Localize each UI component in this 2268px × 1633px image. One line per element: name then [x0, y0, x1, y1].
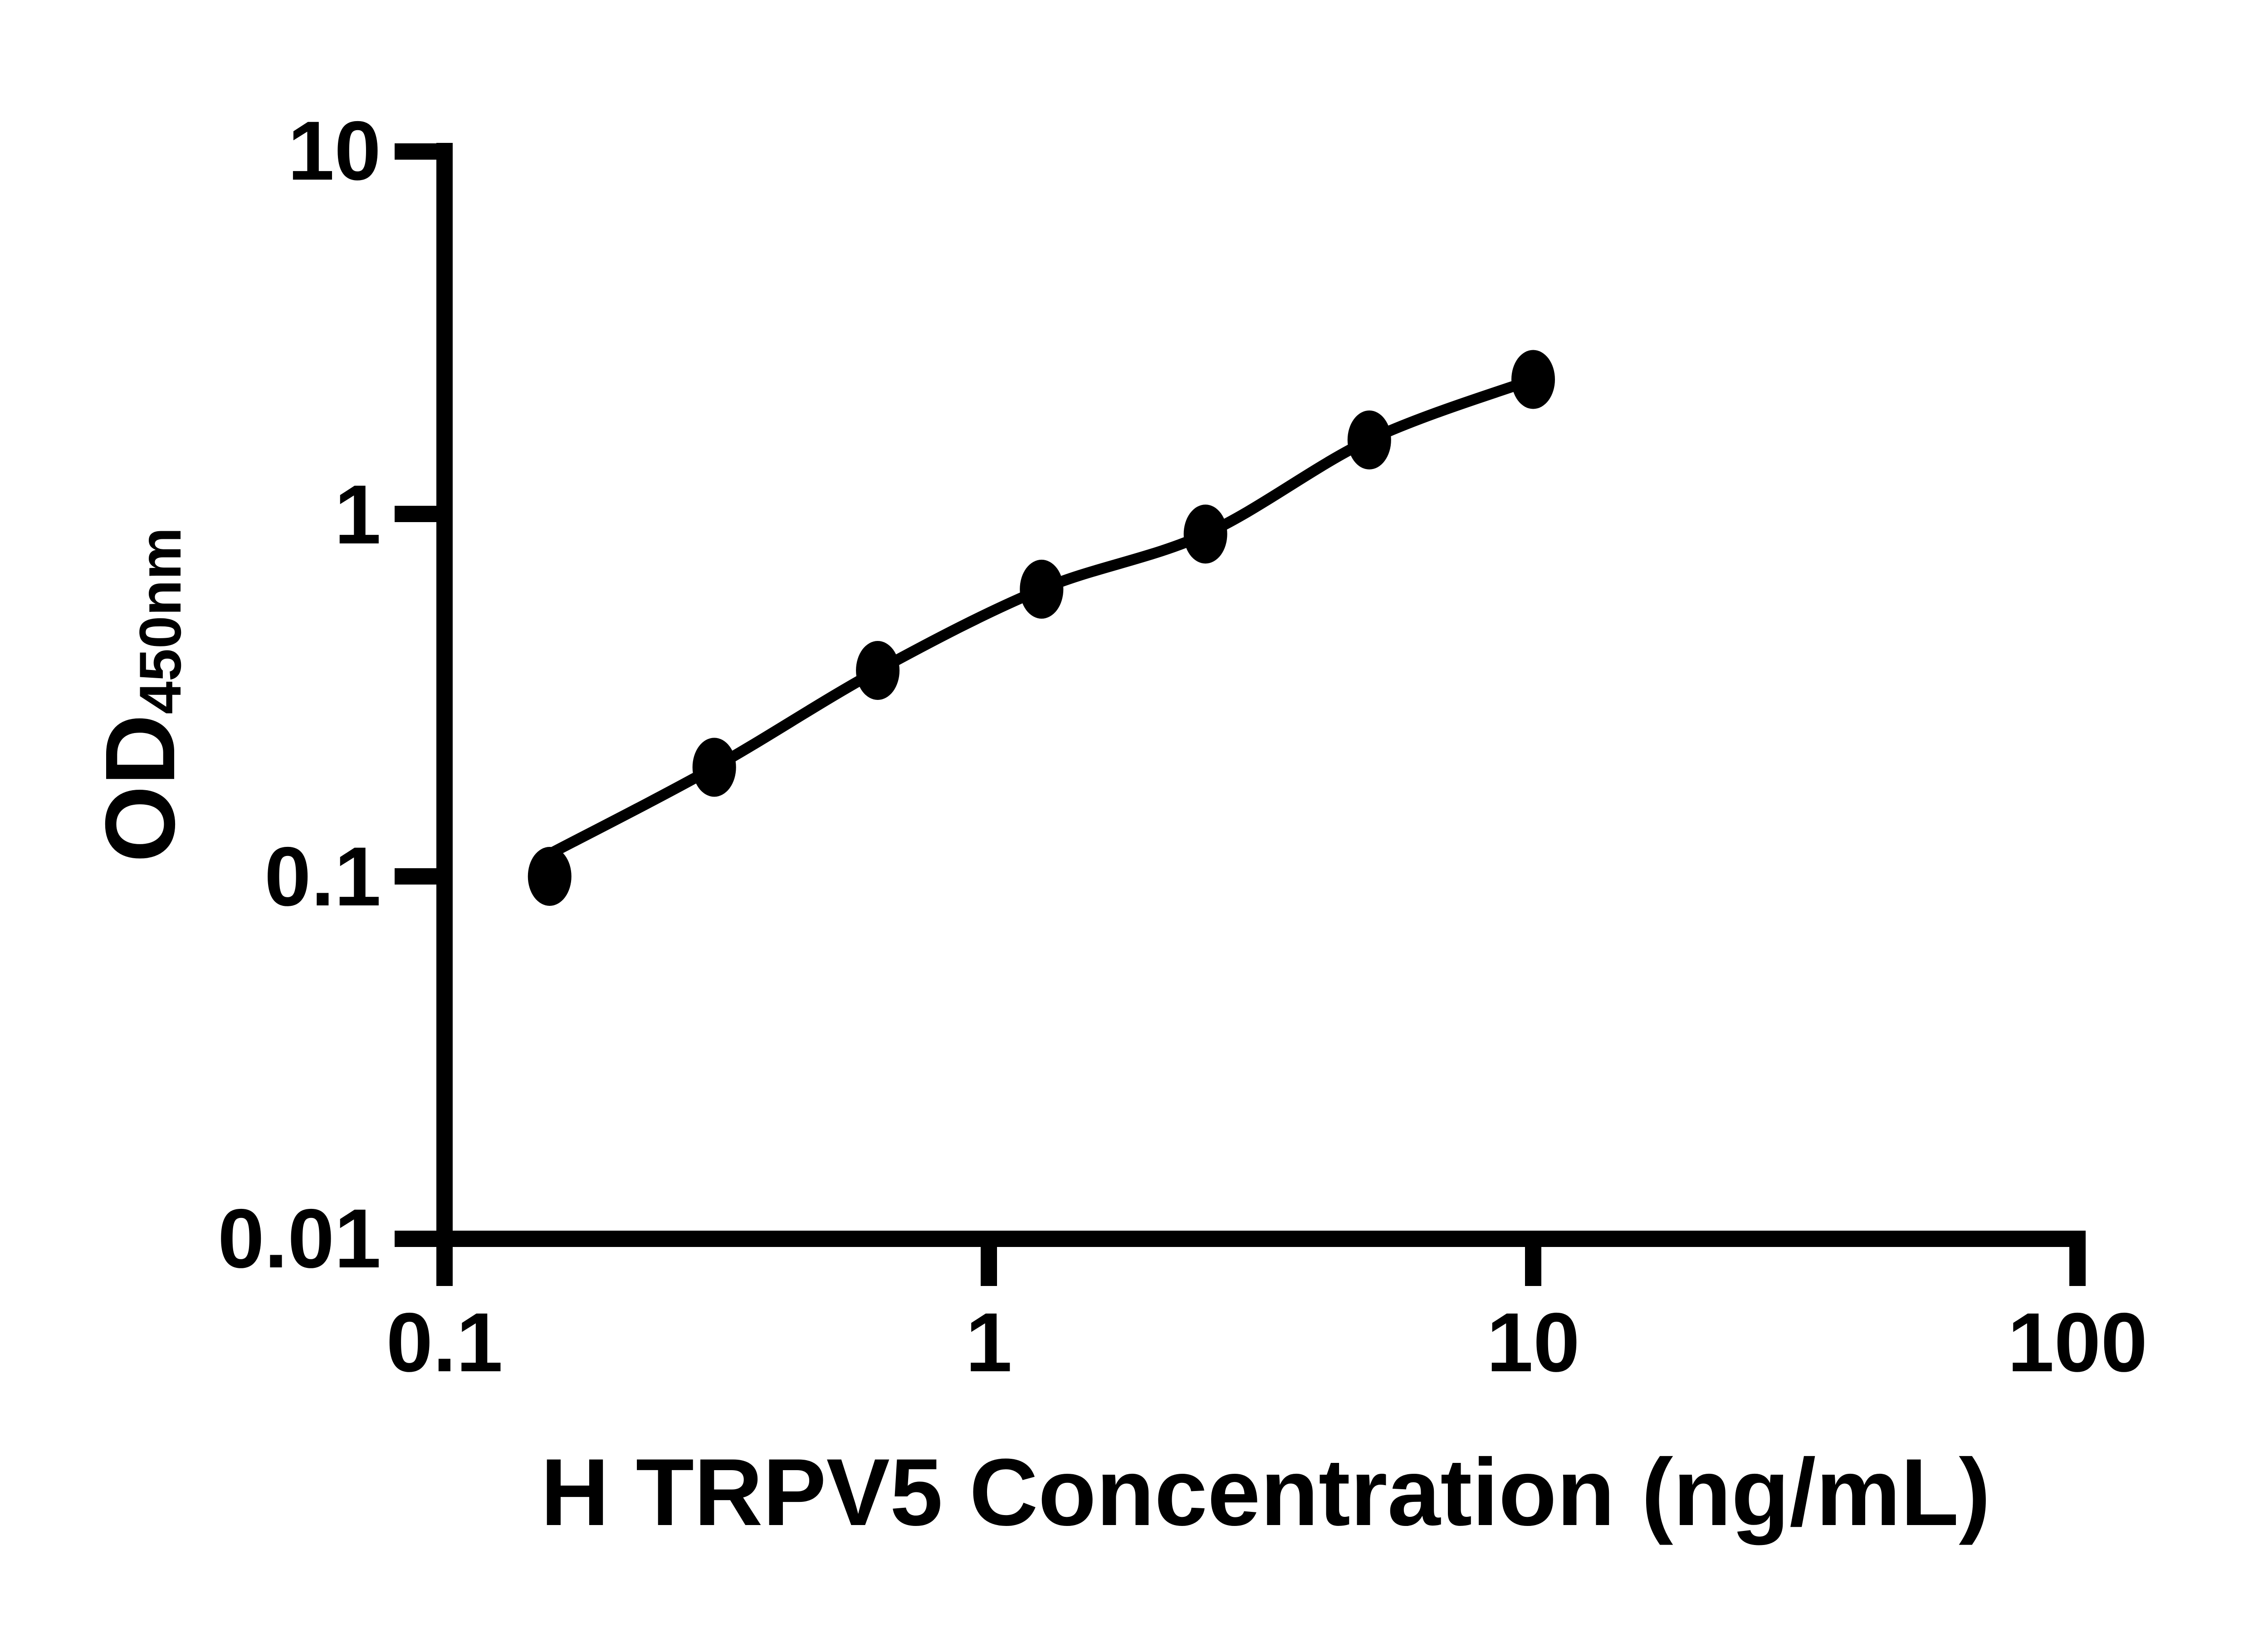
x-tick-label-100: 100 [2007, 1296, 2148, 1389]
x-tick-label-0.1: 0.1 [386, 1296, 503, 1389]
data-point-0 [528, 847, 572, 906]
y-tick-label-1: 1 [334, 468, 381, 562]
data-point-6 [1511, 350, 1555, 409]
data-point-3 [1020, 559, 1064, 619]
x-tick-label-10: 10 [1486, 1296, 1580, 1389]
y-axis-title-main: OD [85, 714, 196, 863]
y-tick-label-10: 10 [288, 104, 381, 198]
y-axis-title-subscript: 450nm [127, 527, 193, 714]
data-point-1 [692, 738, 736, 797]
data-point-5 [1347, 410, 1391, 469]
y-tick-label-0.01: 0.01 [217, 1192, 381, 1286]
data-point-2 [856, 641, 900, 700]
x-axis-title: H TRPV5 Concentration (ng/mL) [540, 1439, 1991, 1545]
y-tick-label-0.1: 0.1 [264, 830, 381, 924]
x-tick-label-1: 1 [965, 1296, 1012, 1389]
data-point-4 [1183, 504, 1227, 564]
y-axis-title: OD450nm [85, 423, 196, 967]
